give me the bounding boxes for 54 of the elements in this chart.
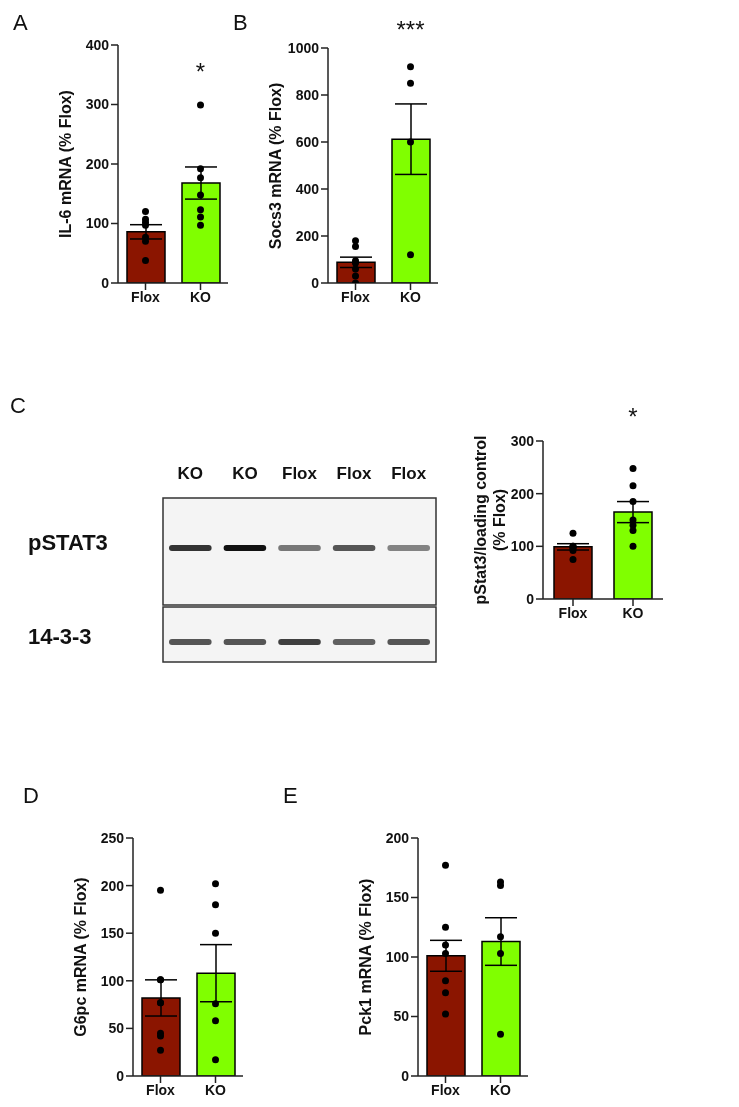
- annotation: *: [194, 58, 207, 86]
- category-label: Flox: [281, 464, 318, 484]
- text: ***: [395, 16, 426, 44]
- y-tick-label: 200: [295, 227, 320, 244]
- y-axis-title: pStat3/loading control (% Flox): [471, 434, 509, 607]
- y-axis-title: Pck1 mRNA (% Flox): [355, 877, 375, 1038]
- y-tick-label: 300: [85, 96, 110, 113]
- y-tick-label: 300: [510, 432, 535, 449]
- y-tick-label: 100: [85, 215, 110, 232]
- y-tick-label: 250: [100, 829, 125, 846]
- y-axis-title: Socs3 mRNA (% Flox): [265, 81, 285, 251]
- y-tick-label: 0: [526, 590, 535, 607]
- x-tick-label: Flox: [341, 288, 371, 305]
- y-tick-label: 50: [393, 1008, 410, 1025]
- category-label: pSTAT3: [28, 530, 108, 555]
- chart-title: E: [283, 783, 298, 809]
- y-tick-label: 100: [510, 538, 535, 555]
- y-tick-label: 1000: [287, 39, 320, 56]
- y-tick-label: 100: [385, 948, 410, 965]
- category-label: Flox: [335, 464, 373, 484]
- y-tick-label: 0: [101, 274, 110, 291]
- x-tick-label: KO: [400, 288, 422, 305]
- y-tick-label: 200: [85, 155, 110, 172]
- x-tick-label: Flox: [131, 288, 161, 305]
- y-tick-label: 150: [385, 889, 410, 906]
- chart-title: A: [13, 10, 28, 36]
- y-tick-label: 200: [385, 829, 410, 846]
- category-label: KO: [231, 464, 259, 484]
- y-tick-label: 100: [100, 972, 125, 989]
- category-label: KO: [176, 464, 205, 484]
- x-tick-label: KO: [190, 288, 212, 305]
- x-tick-label: Flox: [146, 1081, 176, 1098]
- category-label: 14-3-3: [28, 624, 92, 649]
- chart-title: B: [233, 10, 248, 36]
- y-axis-title: G6pc mRNA (% Flox): [70, 876, 90, 1039]
- y-axis-title: IL-6 mRNA (% Flox): [55, 89, 75, 240]
- y-tick-label: 200: [510, 485, 535, 502]
- y-tick-label: 200: [100, 877, 125, 894]
- y-tick-label: 150: [100, 925, 125, 942]
- x-tick-label: KO: [490, 1081, 512, 1098]
- y-tick-label: 800: [295, 86, 320, 103]
- category-label: Flox: [390, 464, 428, 484]
- y-tick-label: 0: [401, 1067, 410, 1084]
- y-tick-label: 600: [295, 133, 320, 150]
- x-tick-label: KO: [205, 1081, 227, 1098]
- text: *: [627, 403, 639, 431]
- y-tick-label: 0: [311, 274, 320, 291]
- y-tick-label: 400: [85, 36, 110, 53]
- x-tick-label: Flox: [431, 1081, 461, 1098]
- y-tick-label: 50: [108, 1020, 125, 1037]
- chart-title: D: [23, 783, 39, 809]
- text: C: [10, 393, 26, 419]
- y-tick-label: 0: [116, 1067, 125, 1084]
- y-tick-label: 400: [295, 180, 320, 197]
